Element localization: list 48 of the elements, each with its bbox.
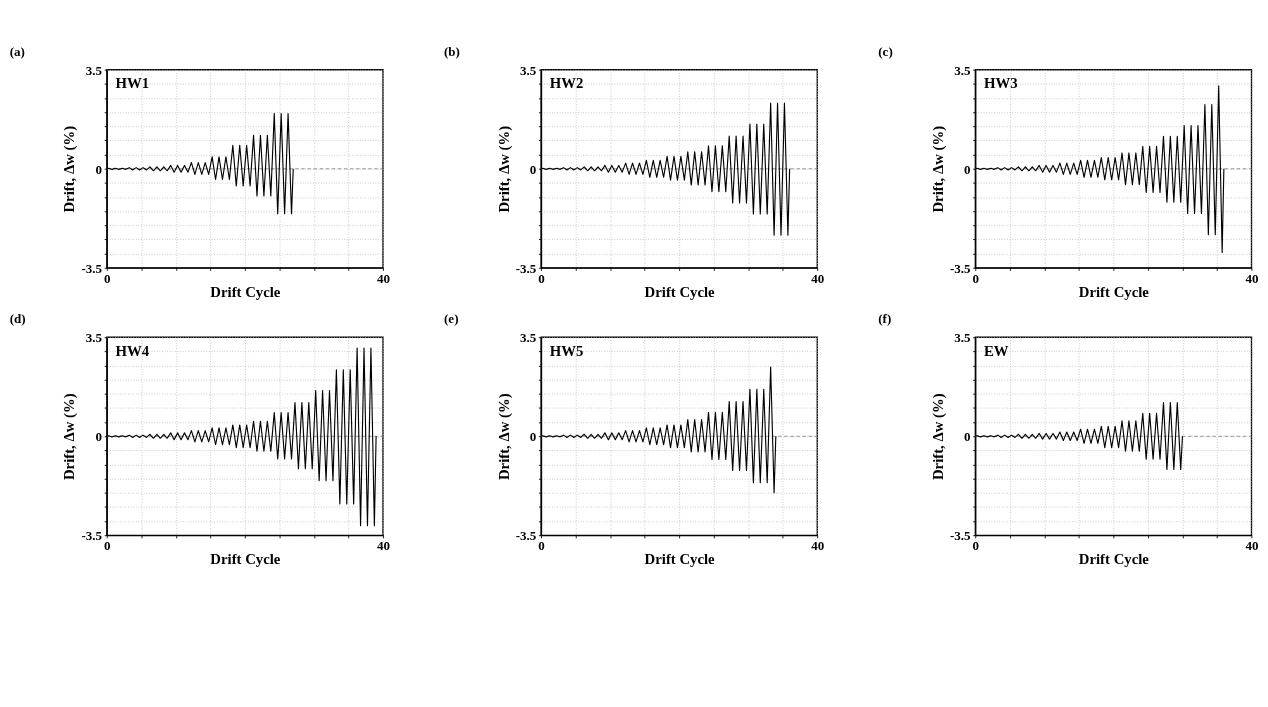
x-tick-label: 40 [376, 538, 391, 554]
y-axis-title: Drift, Δw (%) [495, 125, 513, 213]
chart-title: (f) [878, 311, 892, 327]
x-tick-label: 40 [1245, 538, 1259, 554]
y-tick-label: -3.5 [949, 260, 972, 276]
y-axis-title: Drift, Δw (%) [61, 125, 79, 213]
chart-title: (c) [878, 43, 893, 59]
annotation: HW4 [115, 342, 150, 359]
y-tick-label: 3.5 [520, 62, 537, 78]
annotation: EW [984, 342, 1009, 359]
chart-title: (e) [444, 311, 459, 327]
x-axis-title: Drift Cycle [1078, 551, 1150, 568]
y-axis-title: Drift, Δw (%) [495, 393, 513, 481]
y-tick-label: -3.5 [949, 528, 972, 544]
chart-title: (a) [9, 43, 25, 59]
y-tick-label: 3.5 [954, 62, 972, 78]
y-axis-title: Drift, Δw (%) [61, 393, 79, 481]
x-tick-label: 40 [376, 270, 391, 286]
y-axis-title: Drift, Δw (%) [929, 125, 947, 213]
y-tick-label: -3.5 [515, 528, 537, 544]
y-tick-label: 0 [95, 429, 103, 445]
y-tick-label: 3.5 [85, 330, 103, 346]
chart-title: (b) [444, 43, 460, 59]
y-tick-label: -3.5 [81, 260, 103, 276]
annotation: HW1 [115, 75, 150, 92]
y-tick-label: 0 [529, 161, 537, 177]
annotation: HW2 [549, 75, 584, 92]
x-axis-title: Drift Cycle [210, 551, 281, 568]
y-tick-label: 0 [964, 161, 972, 177]
y-tick-label: -3.5 [515, 260, 537, 276]
annotation: HW3 [984, 75, 1018, 92]
x-axis-title: Drift Cycle [644, 551, 716, 568]
x-axis-title: Drift Cycle [210, 283, 281, 300]
x-axis-title: Drift Cycle [644, 283, 716, 300]
y-tick-label: 3.5 [954, 330, 972, 346]
y-tick-label: 0 [964, 429, 972, 445]
x-tick-label: 40 [1245, 270, 1259, 286]
y-tick-label: 0 [529, 429, 537, 445]
annotation: HW5 [549, 342, 584, 359]
y-axis-title: Drift, Δw (%) [929, 393, 947, 481]
chart-title: (d) [9, 311, 26, 327]
x-tick-label: 40 [811, 538, 825, 554]
y-tick-label: 3.5 [85, 62, 103, 78]
y-tick-label: -3.5 [81, 528, 103, 544]
x-tick-label: 40 [811, 270, 825, 286]
x-axis-title: Drift Cycle [1078, 283, 1150, 300]
y-tick-label: 0 [95, 161, 103, 177]
y-tick-label: 3.5 [520, 330, 537, 346]
